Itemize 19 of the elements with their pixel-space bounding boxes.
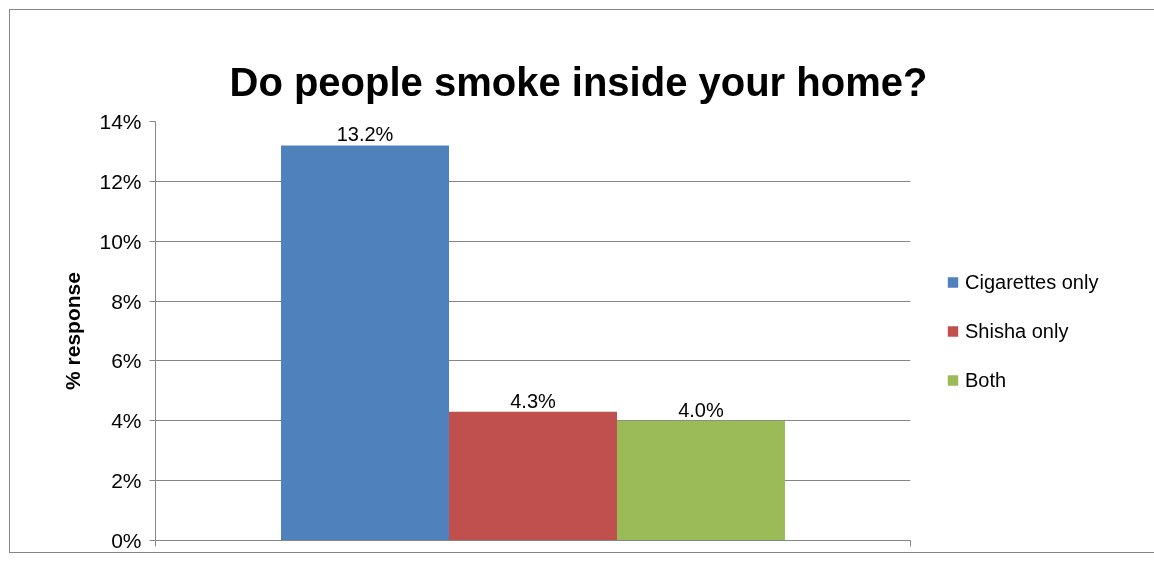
data-label: 4.3% bbox=[510, 389, 557, 412]
data-label: 4.0% bbox=[678, 398, 724, 421]
y-tick-label: 0% bbox=[111, 529, 142, 552]
chart-title: Do people smoke inside your home? bbox=[229, 59, 928, 104]
y-axis-title: % response bbox=[61, 272, 85, 390]
bar bbox=[449, 411, 617, 541]
y-tick-label: 12% bbox=[99, 169, 142, 193]
y-tick-label: 14% bbox=[99, 110, 142, 133]
legend-label: Both bbox=[965, 368, 1007, 391]
y-tick-label: 2% bbox=[111, 469, 142, 493]
y-tick-label: 8% bbox=[111, 289, 142, 313]
y-tick-label: 4% bbox=[111, 409, 142, 433]
legend-label: Cigarettes only bbox=[965, 270, 1099, 293]
bar bbox=[616, 420, 785, 541]
bar bbox=[281, 145, 450, 541]
data-label: 13.2% bbox=[336, 123, 394, 146]
legend-label: Shisha only bbox=[965, 319, 1069, 342]
y-tick-label: 10% bbox=[99, 229, 142, 253]
y-tick-label: 6% bbox=[111, 349, 142, 373]
